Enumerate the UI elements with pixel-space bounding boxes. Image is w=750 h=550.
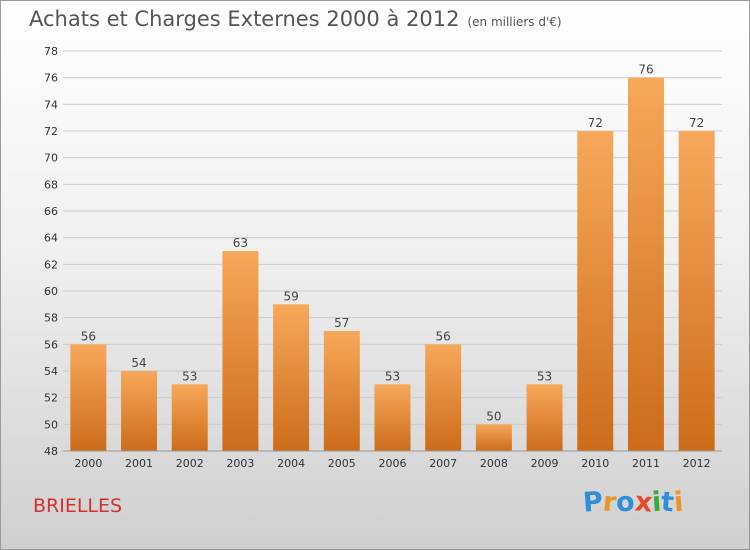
y-tick-label: 72 [44, 125, 58, 138]
x-tick-label-2009: 2009 [531, 457, 559, 470]
value-label-2001: 54 [131, 356, 146, 370]
y-tick-label: 50 [44, 418, 58, 431]
value-label-2003: 63 [233, 236, 248, 250]
x-tick-label-2012: 2012 [683, 457, 711, 470]
value-label-2010: 72 [588, 116, 603, 130]
bar-2008 [475, 424, 512, 451]
x-tick-label-2007: 2007 [429, 457, 457, 470]
x-tick-label-2004: 2004 [277, 457, 305, 470]
x-axis-ticks: 2000 2001 2002 2003 2004 2005 2006 2007 2008 2009… [74, 457, 710, 470]
x-tick-label-2011: 2011 [632, 457, 660, 470]
value-label-2004: 59 [283, 289, 298, 303]
y-tick-label: 66 [44, 205, 58, 218]
y-tick-label: 48 [44, 445, 58, 458]
bar-2005 [323, 331, 360, 451]
x-tick-label-2005: 2005 [328, 457, 356, 470]
bar-2012 [678, 131, 715, 451]
value-label-2005: 57 [334, 316, 349, 330]
value-label-2002: 53 [182, 369, 197, 383]
bar-2007 [425, 344, 462, 451]
y-tick-label: 54 [44, 365, 58, 378]
logo-letter: i [673, 486, 685, 519]
y-tick-label: 52 [44, 392, 58, 405]
value-label-2008: 50 [486, 409, 501, 423]
bar-2009 [526, 384, 563, 451]
y-tick-label: 78 [44, 45, 58, 58]
y-tick-label: 60 [44, 285, 58, 298]
y-tick-label: 58 [44, 312, 58, 325]
y-tick-label: 64 [44, 232, 58, 245]
bar-2006 [374, 384, 411, 451]
x-tick-label-2003: 2003 [226, 457, 254, 470]
value-label-2007: 56 [436, 329, 451, 343]
chart-unit: (en milliers d'€) [467, 15, 562, 29]
x-tick-label-2010: 2010 [581, 457, 609, 470]
chart-title-text: Achats et Charges Externes 2000 à 2012 [29, 7, 460, 31]
y-tick-label: 76 [44, 72, 58, 85]
y-tick-label: 74 [44, 98, 58, 111]
value-label-2009: 53 [537, 369, 552, 383]
y-tick-label: 62 [44, 258, 58, 271]
y-tick-label: 68 [44, 178, 58, 191]
x-tick-label-2006: 2006 [379, 457, 407, 470]
x-tick-label-2002: 2002 [176, 457, 204, 470]
bars: 56 54 53 63 59 57 53 56 50 53 72 76 72 [70, 63, 715, 452]
bar-2000 [70, 344, 107, 451]
x-tick-label-2000: 2000 [74, 457, 102, 470]
y-tick-label: 70 [44, 152, 58, 165]
y-axis-ticks: 48 50 52 54 56 58 60 62 64 66 68 70 72 74 76 78 [44, 45, 58, 458]
bar-2004 [273, 304, 310, 451]
value-label-2006: 53 [385, 369, 400, 383]
value-label-2000: 56 [81, 329, 96, 343]
bar-2010 [577, 131, 614, 451]
x-tick-label-2001: 2001 [125, 457, 153, 470]
proxiti-logo[interactable]: Proxiti [581, 486, 685, 519]
x-tick-label-2008: 2008 [480, 457, 508, 470]
value-label-2012: 72 [689, 116, 704, 130]
logo-letter: o [615, 486, 636, 519]
logo-letter: P [581, 486, 604, 519]
y-tick-label: 56 [44, 338, 58, 351]
bar-2003 [222, 251, 259, 451]
bar-2002 [171, 384, 208, 451]
bar-2001 [121, 371, 158, 451]
bar-2011 [627, 77, 664, 452]
chart-title: Achats et Charges Externes 2000 à 2012 (e… [29, 7, 562, 31]
commune-name: BRIELLES [33, 495, 123, 517]
value-label-2011: 76 [638, 63, 653, 77]
